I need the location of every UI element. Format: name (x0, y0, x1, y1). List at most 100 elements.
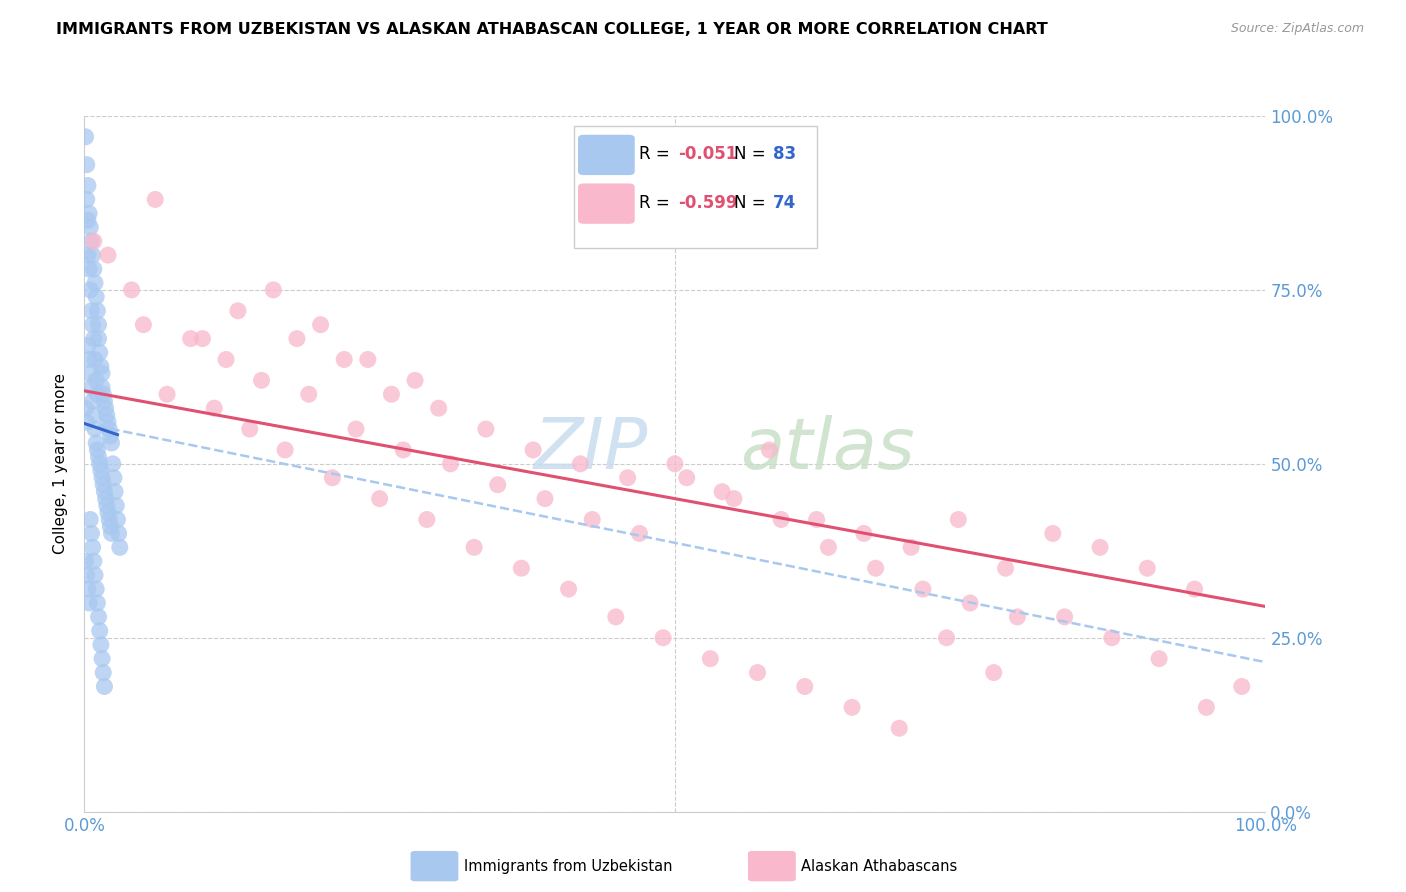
Point (1101, 631, 1123, 645)
Point (82, 318, 104, 332)
Point (83, 332, 105, 346)
Point (101, 457, 124, 471)
Point (1195, 700, 1218, 714)
Point (76, 568, 98, 582)
Point (86, 442, 108, 457)
Text: R =: R = (640, 145, 675, 163)
Point (983, 665, 1005, 680)
Point (84, 582, 107, 596)
Point (121, 283, 143, 297)
Point (1147, 651, 1170, 665)
Point (285, 332, 308, 346)
Point (94, 401, 117, 416)
Point (569, 457, 592, 471)
Point (83, 408, 105, 422)
Point (83, 262, 105, 277)
Point (84, 422, 107, 436)
Point (83, 554, 105, 568)
Point (77, 582, 100, 596)
Point (675, 471, 697, 485)
Text: N =: N = (734, 194, 770, 212)
Point (510, 561, 533, 575)
Point (392, 442, 415, 457)
Point (90, 464, 112, 478)
Point (104, 484, 127, 499)
Point (723, 491, 745, 506)
Point (77, 213, 100, 227)
FancyBboxPatch shape (578, 135, 634, 175)
Point (250, 373, 273, 387)
Point (87, 318, 110, 332)
Point (75, 129, 97, 144)
Point (994, 561, 1017, 575)
Point (77, 352, 100, 367)
Point (98, 512, 121, 526)
Point (97, 506, 120, 520)
Point (1053, 610, 1076, 624)
Point (79, 367, 101, 381)
Point (77, 178, 100, 193)
Point (90, 359, 112, 374)
Point (226, 303, 249, 318)
Point (84, 352, 107, 367)
Point (616, 471, 638, 485)
Point (1184, 582, 1206, 596)
Point (274, 442, 297, 457)
Point (427, 401, 450, 416)
Point (817, 541, 839, 555)
Point (1042, 526, 1064, 541)
Text: R =: R = (640, 194, 675, 212)
Point (87, 450, 110, 464)
FancyBboxPatch shape (578, 184, 634, 224)
Point (105, 499, 128, 513)
Point (75, 554, 97, 568)
Point (865, 561, 887, 575)
Point (156, 387, 179, 401)
Point (98, 519, 121, 533)
Point (191, 332, 214, 346)
Point (1230, 680, 1253, 694)
Point (77, 338, 100, 352)
Point (93, 394, 115, 409)
Point (557, 582, 579, 596)
Text: Immigrants from Uzbekistan: Immigrants from Uzbekistan (464, 859, 672, 873)
Point (100, 526, 122, 541)
Point (80, 234, 103, 248)
Point (534, 491, 557, 506)
Text: N =: N = (734, 145, 770, 163)
Point (699, 651, 721, 665)
Point (80, 380, 103, 394)
Point (75, 401, 97, 416)
Point (77, 248, 100, 262)
Point (143, 193, 166, 207)
Point (91, 665, 114, 680)
Point (416, 512, 439, 526)
Text: -0.051: -0.051 (679, 145, 738, 163)
Point (89, 624, 111, 638)
Point (948, 512, 970, 526)
Point (935, 631, 957, 645)
Text: ZIP: ZIP (533, 416, 648, 484)
Point (298, 387, 321, 401)
Point (522, 442, 544, 457)
Text: -0.599: -0.599 (679, 194, 738, 212)
Point (80, 526, 103, 541)
Point (486, 477, 509, 491)
Point (889, 721, 911, 735)
Point (77, 596, 100, 610)
Y-axis label: College, 1 year or more: College, 1 year or more (53, 374, 69, 554)
Point (87, 610, 110, 624)
Point (900, 541, 922, 555)
Point (90, 638, 112, 652)
Point (91, 471, 114, 485)
Point (82, 248, 104, 262)
Point (84, 568, 107, 582)
Point (82, 541, 104, 555)
Point (84, 290, 107, 304)
Point (83, 234, 105, 248)
Point (628, 526, 651, 541)
Text: Alaskan Athabascans: Alaskan Athabascans (801, 859, 957, 873)
Point (79, 512, 101, 526)
Point (94, 491, 117, 506)
Point (96, 499, 118, 513)
